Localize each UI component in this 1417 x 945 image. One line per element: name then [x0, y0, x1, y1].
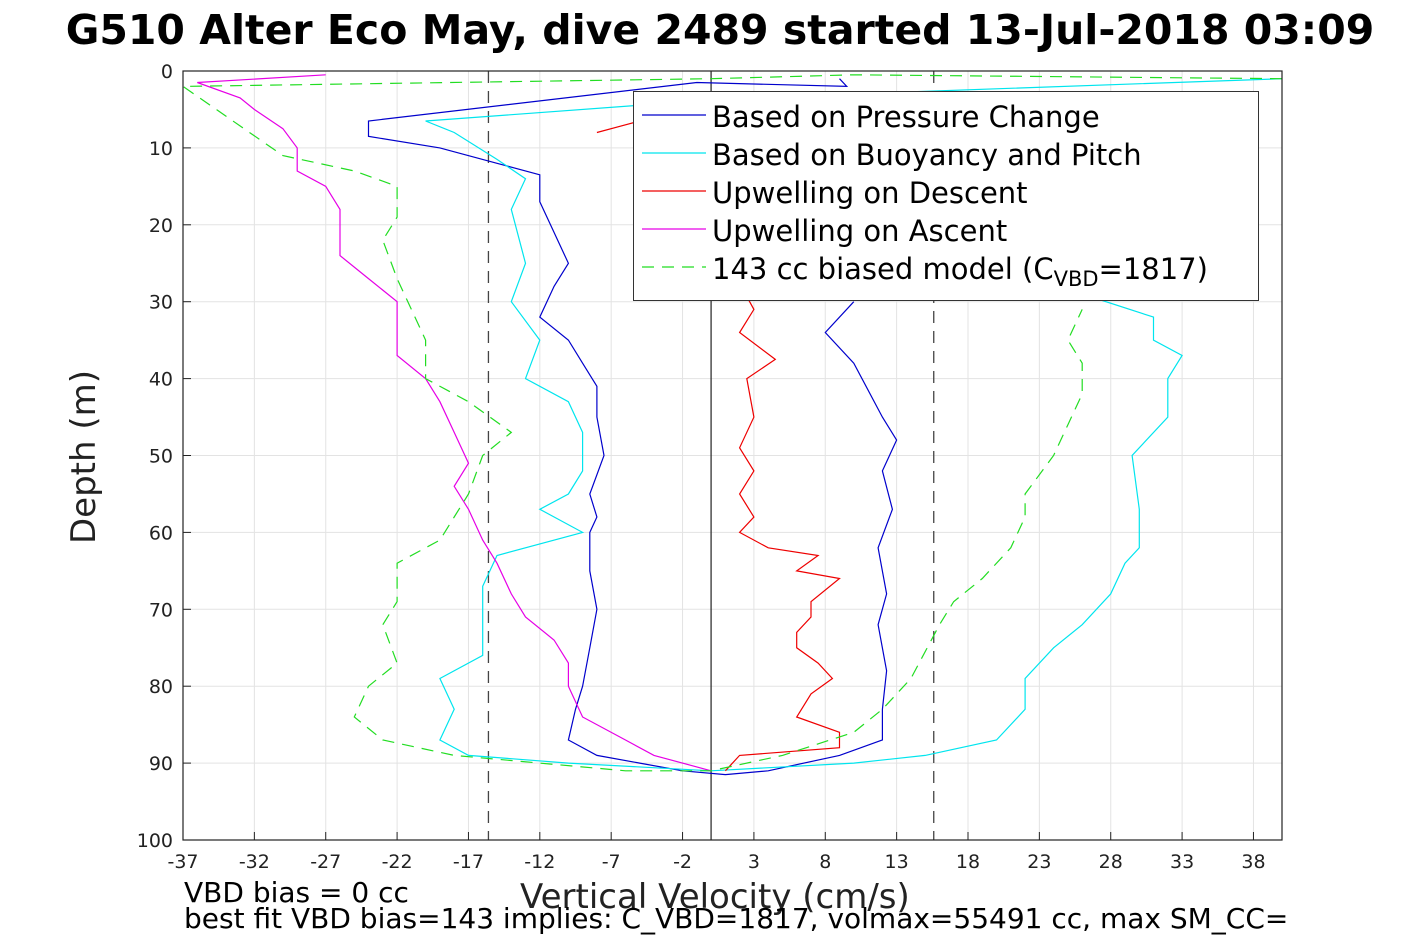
y-tick-label: 10 [149, 138, 173, 160]
series-line-4 [181, 74, 1283, 772]
x-tick-label: -12 [524, 851, 555, 873]
y-tick-label: 90 [149, 753, 173, 775]
legend-item-biased-model: 143 cc biased model (CVBD=1817) [634, 248, 1258, 291]
legend-item-upwelling-ascent: Upwelling on Ascent [634, 210, 1258, 248]
x-tick-label: -7 [602, 851, 621, 873]
y-tick-label: 30 [149, 292, 173, 314]
y-axis-label: Depth (m) [64, 369, 104, 545]
tick-marks [182, 70, 1254, 841]
x-tick-label: 38 [1241, 851, 1265, 873]
best-fit-note: best fit VBD bias=143 implies: C_VBD=181… [184, 902, 1289, 935]
x-tick-label: 33 [1170, 851, 1194, 873]
x-tick-label: 8 [819, 851, 831, 873]
legend-item-upwelling-descent: Upwelling on Descent [634, 172, 1258, 210]
legend-item-pressure: Based on Pressure Change [634, 96, 1258, 134]
legend-item-buoyancy: Based on Buoyancy and Pitch [634, 134, 1258, 172]
series-line-1 [425, 78, 1283, 772]
series-line-3 [197, 74, 712, 772]
legend-label-biased-model: 143 cc biased model (CVBD=1817) [712, 252, 1208, 291]
y-tick-label: 70 [149, 599, 173, 621]
y-tick-label: 80 [149, 676, 173, 698]
y-tick-label: 100 [137, 830, 173, 852]
x-tick-label: 13 [885, 851, 909, 873]
x-axis-label: Vertical Velocity (cm/s) [520, 877, 910, 917]
y-tick-label: 0 [161, 61, 173, 83]
series-layer [181, 74, 1283, 776]
series-line-0 [367, 78, 898, 776]
x-tick-label: 23 [1027, 851, 1051, 873]
x-tick-label: -2 [673, 851, 692, 873]
x-tick-label: -17 [453, 851, 484, 873]
chart-title: G510 Alter Eco May, dive 2489 started 13… [65, 6, 1375, 54]
x-tick-label: -37 [167, 851, 198, 873]
y-tick-label: 40 [149, 369, 173, 391]
legend-label-pressure: Based on Pressure Change [712, 100, 1100, 134]
x-tick-label: 18 [956, 851, 980, 873]
x-tick-label: -27 [310, 851, 341, 873]
vbd-bias-note: VBD bias = 0 cc [184, 876, 409, 909]
y-tick-labels: 0 10 20 30 40 50 60 70 80 90 100 [137, 61, 173, 852]
series-line-2 [596, 120, 841, 772]
x-tick-label: 28 [1099, 851, 1123, 873]
legend: Based on Pressure Change Based on Buoyan… [633, 91, 1259, 301]
x-tick-label: -32 [239, 851, 270, 873]
legend-label-upwelling-descent: Upwelling on Descent [712, 176, 1028, 210]
legend-label-buoyancy: Based on Buoyancy and Pitch [712, 138, 1142, 172]
legend-label-upwelling-ascent: Upwelling on Ascent [712, 214, 1008, 248]
y-tick-label: 50 [149, 446, 173, 468]
y-tick-label: 60 [149, 522, 173, 544]
y-tick-label: 20 [149, 215, 173, 237]
x-tick-labels: -37 -32 -27 -22 -17 -12 -7 -2 3 8 13 18 23 28 33 38 [167, 851, 1265, 873]
x-tick-label: 3 [748, 851, 760, 873]
x-tick-label: -22 [382, 851, 413, 873]
